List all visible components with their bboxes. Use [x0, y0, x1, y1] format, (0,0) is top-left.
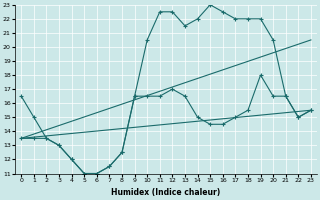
X-axis label: Humidex (Indice chaleur): Humidex (Indice chaleur): [111, 188, 221, 197]
